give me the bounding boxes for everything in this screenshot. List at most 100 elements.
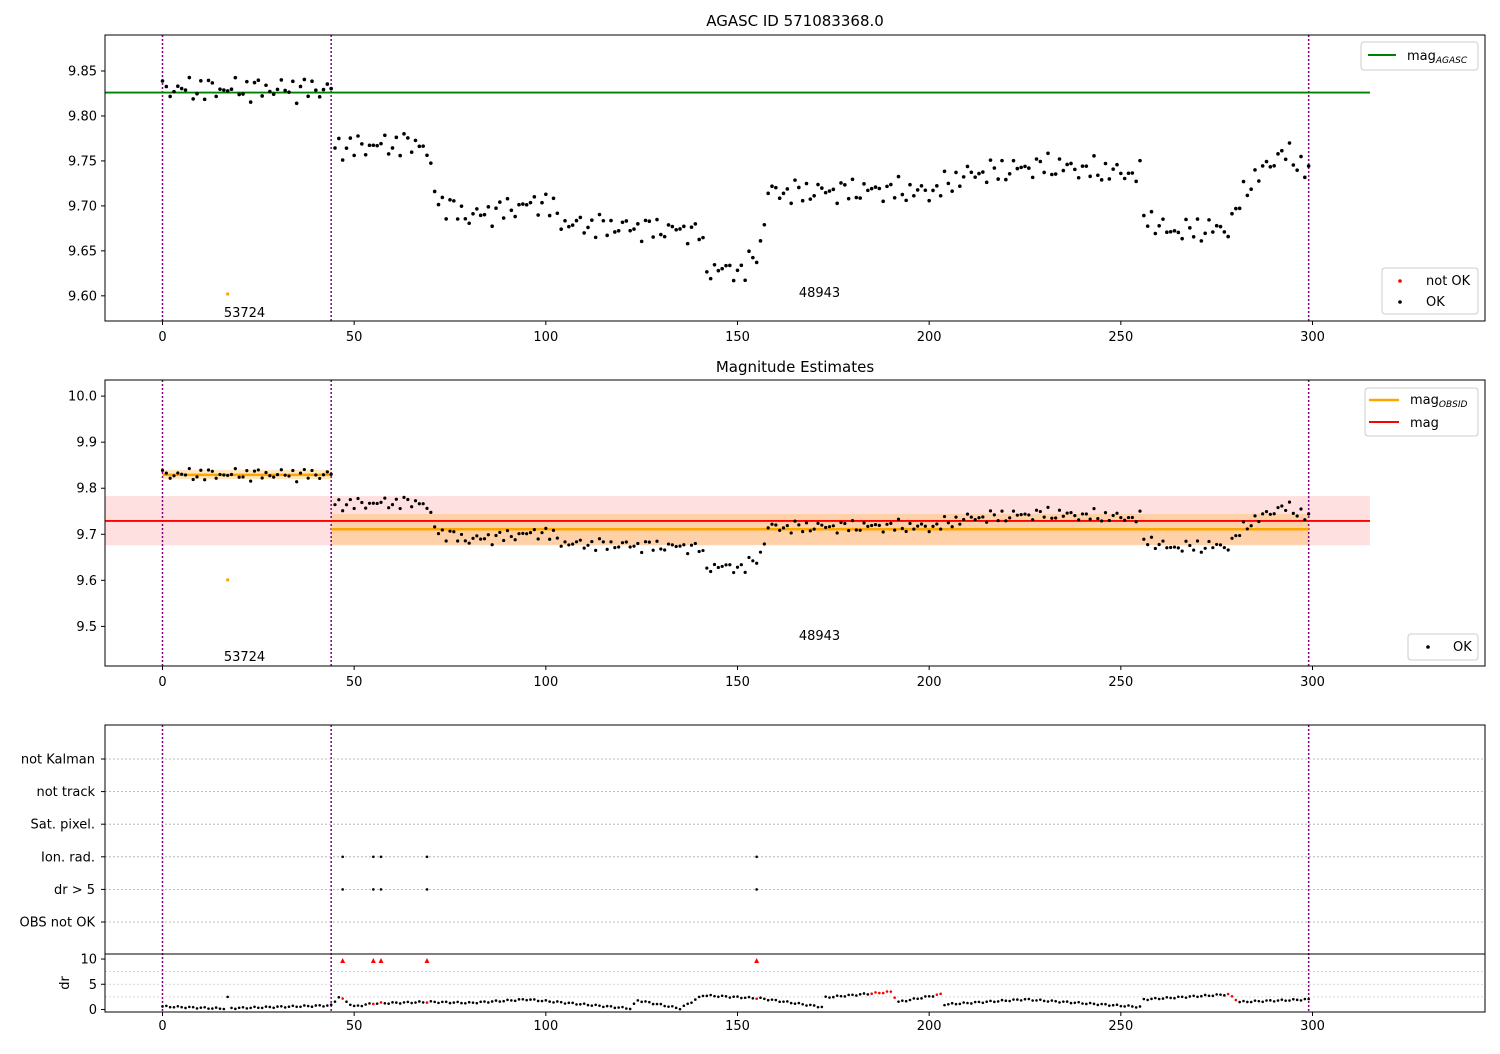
ok-point: [1050, 516, 1054, 520]
ok-point: [479, 537, 483, 541]
ok-point: [823, 190, 828, 195]
dr-point: [904, 999, 908, 1003]
flag-category-label: dr > 5: [54, 883, 95, 898]
dr-point: [1077, 1000, 1080, 1004]
dr-point: [878, 991, 881, 995]
ok-point: [1000, 509, 1004, 513]
ok-point: [827, 189, 832, 193]
panel-flags-frame: [104, 724, 1486, 1013]
dr-point: [1050, 999, 1054, 1002]
ok-point: [218, 87, 222, 91]
ok-point: [1226, 234, 1230, 239]
ok-point: [743, 570, 747, 574]
ok-point: [985, 520, 989, 524]
ok-point: [858, 196, 862, 200]
ok-point: [617, 545, 621, 549]
ok-point: [651, 548, 655, 552]
ok-point: [1069, 510, 1073, 515]
dr-point: [1058, 1001, 1061, 1004]
ok-point: [609, 218, 613, 223]
ok-point: [593, 235, 598, 240]
dr-point: [736, 995, 739, 998]
ok-point: [367, 143, 372, 148]
panel-magnitude-estimates-title: Magnitude Estimates: [716, 358, 874, 376]
dr-point: [1008, 999, 1011, 1003]
legend-mag-obsid-sub: OBSID: [1439, 400, 1468, 410]
ok-point: [1142, 537, 1146, 541]
ok-point: [981, 170, 985, 174]
dr-point: [1261, 1000, 1264, 1004]
ok-point: [1215, 542, 1219, 547]
ok-point: [467, 221, 471, 226]
ok-point: [363, 152, 368, 157]
y-tick-label: 9.6: [76, 574, 97, 589]
ok-point: [862, 182, 866, 186]
dr-point: [755, 997, 758, 1001]
dr-point: [548, 1000, 551, 1003]
ok-point: [1195, 539, 1200, 543]
ok-point: [429, 161, 433, 165]
ok-point: [762, 222, 767, 227]
dr-point: [697, 995, 701, 999]
ok-point: [202, 97, 207, 102]
panel-agasc-title: AGASC ID 571083368.0: [706, 12, 884, 30]
ok-point: [486, 205, 491, 209]
dr-point: [368, 1002, 371, 1005]
ok-point: [755, 561, 759, 565]
ok-point: [164, 471, 168, 475]
ok-point: [1027, 513, 1031, 517]
dr-point: [418, 1000, 421, 1003]
dr-point: [303, 1004, 306, 1007]
dr-point: [1065, 1000, 1069, 1003]
ok-point: [954, 515, 958, 519]
ok-point: [551, 528, 556, 532]
dr-point: [379, 1001, 383, 1004]
dr-point: [433, 1000, 436, 1004]
x-tick-label: 0: [158, 1019, 166, 1034]
ok-point: [1057, 157, 1062, 161]
ok-point: [1264, 509, 1269, 514]
dr-point: [1161, 997, 1165, 1000]
dr-point: [306, 1004, 310, 1008]
ok-point: [1107, 177, 1112, 181]
ok-point: [1218, 543, 1223, 547]
ok-point: [509, 208, 514, 213]
ok-point: [1088, 174, 1092, 179]
dr-point: [598, 1004, 601, 1007]
dr-point: [724, 995, 728, 998]
dr-point: [713, 994, 716, 998]
ok-point: [1184, 539, 1188, 543]
ok-point: [1034, 508, 1039, 512]
ok-point: [1161, 539, 1165, 543]
ok-point: [1080, 512, 1085, 516]
dr-point: [943, 1003, 946, 1007]
ok-point: [1146, 543, 1150, 547]
ok-point: [482, 212, 487, 217]
dr-point: [648, 1000, 651, 1004]
ok-point: [1291, 163, 1296, 167]
flag-category-label: not Kalman: [21, 753, 95, 768]
ok-point: [314, 88, 318, 92]
ok-point: [674, 544, 678, 549]
dr-point: [881, 991, 885, 995]
ok-point: [398, 506, 402, 511]
ok-point: [1306, 164, 1311, 168]
dr-point: [839, 994, 843, 998]
dr-point: [310, 1005, 314, 1009]
ok-point: [1180, 236, 1184, 241]
dr-point: [299, 1005, 302, 1009]
ok-point: [616, 228, 621, 233]
ok-point: [1169, 545, 1173, 550]
dr-point: [245, 1007, 249, 1010]
y-tick-label: 9.80: [68, 109, 97, 124]
ok-point: [935, 522, 939, 526]
ok-point: [544, 526, 548, 530]
dr-point: [529, 998, 532, 1001]
dr-point: [866, 993, 870, 996]
ok-point: [892, 196, 897, 200]
ok-point: [866, 524, 870, 528]
dr-point: [778, 1000, 781, 1004]
ok-point: [1073, 167, 1077, 172]
ok-point: [1145, 224, 1150, 228]
ok-point: [1092, 507, 1096, 511]
